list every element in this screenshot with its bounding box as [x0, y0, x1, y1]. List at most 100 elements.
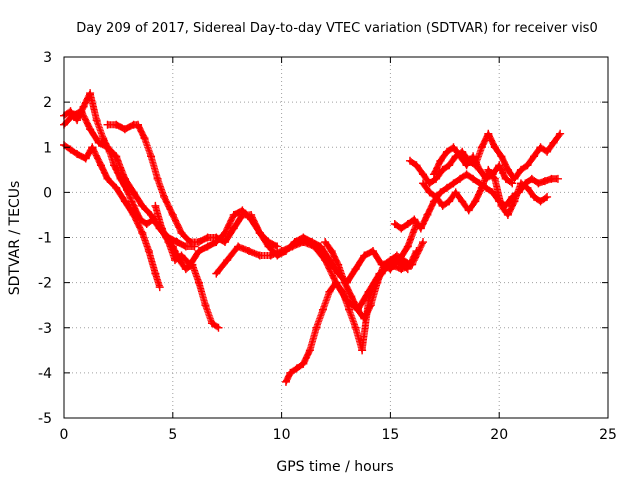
data-point [144, 247, 153, 256]
axis-ticks: 0 5 10 15 20 25 -5 -4 -3 -2 -1 0 1 2 3 [38, 50, 617, 443]
data-point [155, 283, 164, 292]
data-point [456, 152, 465, 161]
data-point [497, 152, 506, 161]
x-axis-label: GPS time / hours [276, 459, 393, 475]
data-point [416, 224, 425, 233]
data-point [73, 150, 82, 159]
data-point [325, 287, 334, 296]
data-point [264, 242, 273, 251]
y-tick-label: 2 [43, 95, 52, 111]
data-point [490, 174, 499, 183]
data-point [495, 161, 504, 170]
data-point [340, 278, 349, 287]
data-point [207, 319, 216, 328]
data-point [410, 215, 419, 224]
data-point [345, 305, 354, 314]
data-point [77, 107, 86, 116]
data-point [445, 161, 454, 170]
data-point [129, 201, 138, 210]
data-point [273, 242, 282, 251]
data-point [488, 170, 497, 179]
data-point [168, 210, 177, 219]
x-tick-label: 0 [60, 427, 69, 443]
data-point [456, 174, 465, 183]
data-point [432, 192, 441, 201]
data-point [223, 256, 232, 265]
data-point [458, 197, 467, 206]
data-point [186, 238, 195, 247]
y-tick-label: 1 [43, 140, 52, 156]
data-point [221, 238, 230, 247]
data-point [536, 143, 545, 152]
data-point [212, 269, 221, 278]
data-point [286, 368, 295, 377]
data-point [445, 197, 454, 206]
data-point [553, 174, 562, 183]
data-point [212, 238, 221, 247]
data-point [288, 242, 297, 251]
data-point [490, 143, 499, 152]
plot-area [60, 89, 565, 386]
data-point [403, 242, 412, 251]
data-point [247, 215, 256, 224]
data-point [112, 183, 121, 192]
data-point [203, 242, 212, 251]
data-point [516, 179, 525, 188]
series-satellite-track-7 [281, 256, 412, 386]
data-point [523, 161, 532, 170]
data-point [368, 247, 377, 256]
data-point [403, 265, 412, 274]
data-point [397, 260, 406, 269]
x-tick-label: 25 [599, 427, 617, 443]
data-point [136, 215, 145, 224]
data-point [429, 170, 438, 179]
data-point [438, 165, 447, 174]
data-point [194, 247, 203, 256]
data-point [321, 256, 330, 265]
data-point [73, 116, 82, 125]
data-point [81, 154, 90, 163]
data-point [103, 143, 112, 152]
data-point [147, 210, 156, 219]
data-point [99, 134, 108, 143]
data-point [510, 174, 519, 183]
data-point [94, 138, 103, 147]
data-point [419, 238, 428, 247]
data-point [229, 224, 238, 233]
data-point [147, 152, 156, 161]
data-point [536, 197, 545, 206]
data-point [534, 179, 543, 188]
data-point [347, 292, 356, 301]
data-point [419, 179, 428, 188]
data-point [386, 256, 395, 265]
data-point [469, 174, 478, 183]
data-point [523, 183, 532, 192]
data-point [436, 156, 445, 165]
data-point [497, 201, 506, 210]
data-point [338, 287, 347, 296]
data-point [432, 174, 441, 183]
data-point [133, 120, 142, 129]
data-point [469, 152, 478, 161]
data-point [530, 192, 539, 201]
data-point [153, 174, 162, 183]
data-point [527, 174, 536, 183]
data-point [503, 165, 512, 174]
data-point [482, 174, 491, 183]
data-point [138, 201, 147, 210]
data-point [186, 260, 195, 269]
data-point [79, 102, 88, 111]
data-point [177, 251, 186, 260]
data-point [360, 314, 369, 323]
data-point [138, 228, 147, 237]
data-point [120, 174, 129, 183]
data-point [151, 201, 160, 210]
data-point [66, 107, 75, 116]
data-point [160, 192, 169, 201]
data-point [464, 206, 473, 215]
data-point [96, 161, 105, 170]
data-point [451, 188, 460, 197]
data-point [157, 224, 166, 233]
data-point [530, 152, 539, 161]
